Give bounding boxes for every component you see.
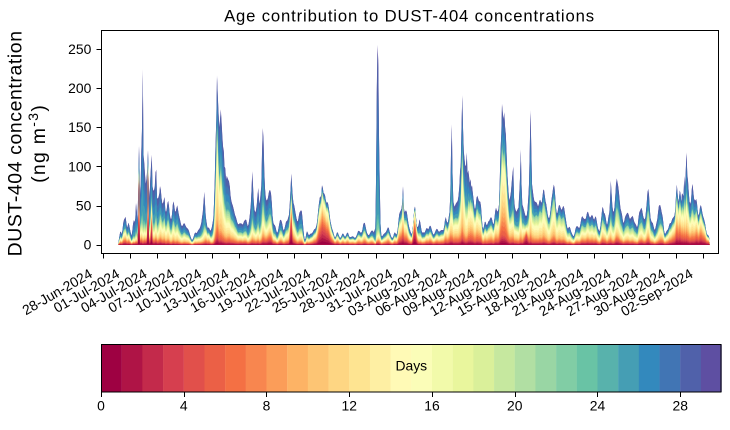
svg-text:Days: Days bbox=[395, 357, 427, 373]
svg-text:250: 250 bbox=[68, 41, 91, 57]
svg-text:8: 8 bbox=[263, 397, 271, 413]
svg-text:12: 12 bbox=[342, 397, 358, 413]
svg-text:28: 28 bbox=[673, 397, 689, 413]
svg-text:200: 200 bbox=[68, 80, 91, 96]
svg-text:Age contribution to DUST-404 c: Age contribution to DUST-404 concentrati… bbox=[224, 7, 595, 26]
svg-text:0: 0 bbox=[97, 397, 105, 413]
svg-text:150: 150 bbox=[68, 119, 91, 135]
svg-text:0: 0 bbox=[84, 237, 92, 253]
svg-text:100: 100 bbox=[68, 158, 91, 174]
svg-text:20: 20 bbox=[507, 397, 523, 413]
svg-text:4: 4 bbox=[180, 397, 188, 413]
svg-text:24: 24 bbox=[590, 397, 606, 413]
svg-text:DUST-404 concentration: DUST-404 concentration bbox=[5, 30, 27, 256]
svg-text:50: 50 bbox=[76, 198, 92, 214]
svg-text:16: 16 bbox=[424, 397, 440, 413]
